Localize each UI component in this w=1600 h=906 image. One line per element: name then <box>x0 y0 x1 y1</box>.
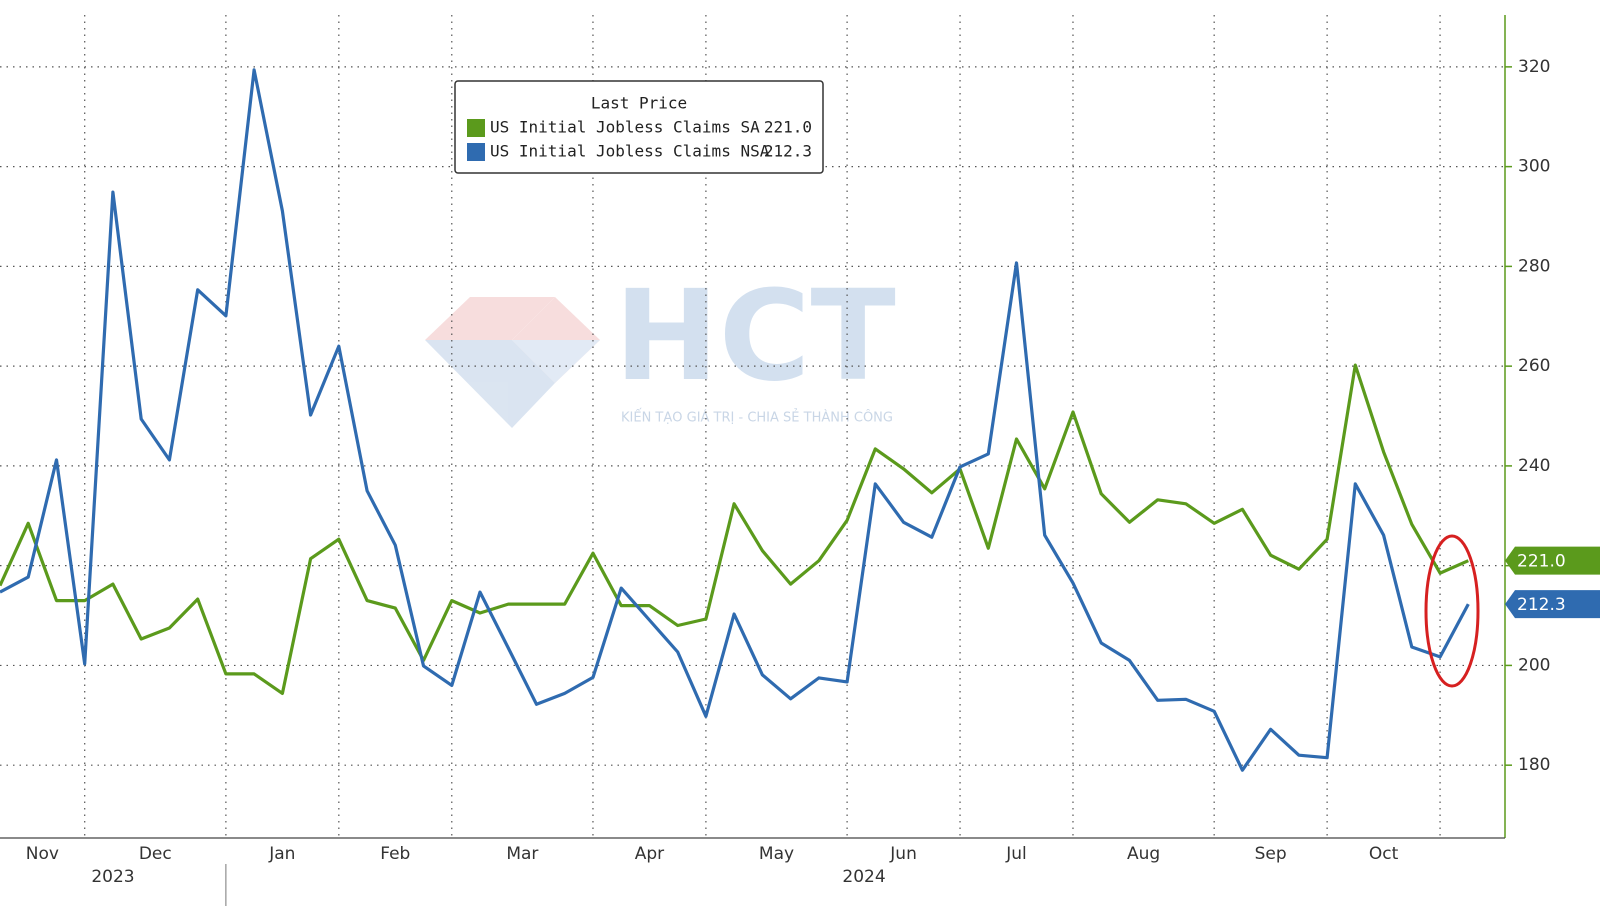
y-tick-label: 200 <box>1518 655 1550 675</box>
x-tick-label: Jul <box>1005 844 1027 864</box>
watermark-brand: HCT <box>614 264 896 409</box>
last-value-tag <box>1505 590 1600 619</box>
x-tick-label: Dec <box>139 844 172 864</box>
x-tick-label: Jan <box>268 844 295 864</box>
legend-label: US Initial Jobless Claims SA <box>490 118 760 137</box>
x-tick-label: Mar <box>506 844 538 864</box>
y-tick-label: 260 <box>1518 356 1550 376</box>
series-line <box>0 68 1470 772</box>
y-tick-label: 320 <box>1518 57 1550 77</box>
legend-title: Last Price <box>591 94 687 113</box>
watermark-slogan: KIẾN TẠO GIÁ TRỊ - CHIA SẺ THÀNH CÔNG <box>621 409 893 426</box>
year-label: 2023 <box>91 867 134 887</box>
x-tick-label: May <box>759 844 794 864</box>
last-value-tag <box>1505 546 1600 575</box>
watermark-logo <box>425 297 600 428</box>
legend-value: 212.3 <box>764 142 812 161</box>
y-tick-label: 280 <box>1518 256 1550 276</box>
legend-swatch <box>467 119 485 137</box>
x-tick-label: Apr <box>635 844 664 864</box>
legend-swatch <box>467 143 485 161</box>
legend-label: US Initial Jobless Claims NSA <box>490 142 770 161</box>
x-tick-label: Aug <box>1127 844 1160 864</box>
x-tick-label: Jun <box>889 844 917 864</box>
legend: Last Price US Initial Jobless Claims SA 2… <box>454 80 824 174</box>
x-tick-label: Oct <box>1369 844 1399 864</box>
series-line <box>0 363 1469 695</box>
x-tick-label: Feb <box>380 844 410 864</box>
last-value-label: 221.0 <box>1517 552 1566 572</box>
year-label: 2024 <box>842 867 885 887</box>
legend-value: 221.0 <box>764 118 812 137</box>
y-tick-label: 300 <box>1518 157 1550 177</box>
y-tick-label: 240 <box>1518 456 1550 476</box>
last-value-label: 212.3 <box>1517 595 1566 615</box>
legend-box <box>454 80 824 174</box>
y-tick-label: 180 <box>1518 755 1550 775</box>
x-tick-label: Nov <box>26 844 59 864</box>
highlight-ellipse <box>1424 534 1480 688</box>
x-tick-label: Sep <box>1255 844 1287 864</box>
